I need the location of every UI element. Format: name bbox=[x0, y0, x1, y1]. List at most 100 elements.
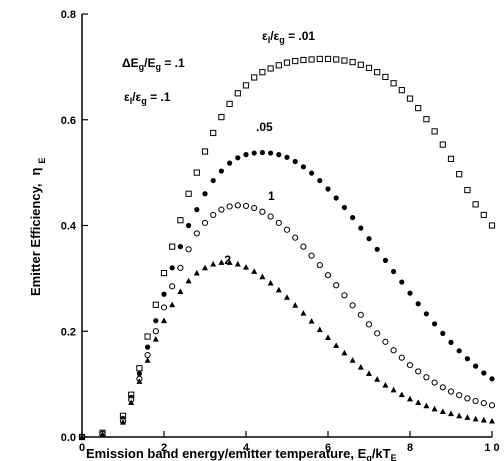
data-point bbox=[259, 149, 265, 156]
data-point bbox=[423, 116, 430, 123]
y-axis-title: Emitter Efficiency,ηE bbox=[28, 158, 47, 296]
data-point bbox=[374, 330, 381, 337]
data-point bbox=[275, 286, 282, 293]
data-point bbox=[226, 100, 233, 107]
data-point bbox=[472, 415, 479, 422]
data-point bbox=[177, 264, 184, 271]
data-point bbox=[267, 213, 274, 220]
series-layer bbox=[78, 55, 496, 441]
data-point bbox=[374, 69, 381, 76]
tick-layer: 0 2 4 6 8 1 0 0.0 0.2 0.4 0.6 0.8 bbox=[61, 9, 500, 454]
data-point bbox=[349, 59, 356, 66]
data-point bbox=[316, 55, 323, 63]
data-point bbox=[324, 55, 332, 63]
data-point bbox=[136, 370, 142, 377]
data-point bbox=[365, 64, 373, 72]
data-point bbox=[79, 433, 85, 440]
y-tick-label: 0.8 bbox=[61, 9, 76, 21]
data-point bbox=[300, 56, 307, 64]
data-point bbox=[251, 268, 258, 274]
series-0 bbox=[78, 55, 496, 441]
data-point bbox=[358, 225, 364, 231]
data-point bbox=[415, 301, 421, 307]
data-point bbox=[423, 311, 429, 317]
data-point bbox=[169, 243, 176, 250]
data-point bbox=[406, 95, 414, 102]
y-tick-label: 0.0 bbox=[61, 432, 76, 444]
data-point bbox=[300, 243, 307, 250]
data-point bbox=[406, 361, 414, 369]
data-point bbox=[464, 356, 470, 362]
data-point bbox=[423, 402, 430, 409]
data-point bbox=[365, 321, 373, 328]
data-point bbox=[316, 262, 323, 269]
data-point bbox=[226, 203, 233, 210]
data-point bbox=[283, 226, 291, 233]
data-point bbox=[177, 217, 184, 224]
data-point bbox=[472, 201, 479, 208]
data-point bbox=[440, 330, 446, 336]
data-point bbox=[243, 264, 249, 270]
data-point bbox=[480, 416, 487, 423]
data-point bbox=[415, 105, 422, 112]
data-point bbox=[391, 268, 397, 275]
data-point bbox=[218, 168, 224, 174]
data-point bbox=[481, 370, 487, 376]
data-point bbox=[251, 74, 258, 81]
series-1 bbox=[79, 149, 495, 440]
data-point bbox=[300, 164, 306, 170]
data-point bbox=[227, 160, 233, 166]
data-point bbox=[325, 186, 331, 192]
data-point bbox=[398, 87, 405, 94]
data-point bbox=[218, 114, 225, 121]
x-tick-label: 4 bbox=[243, 442, 250, 454]
data-point bbox=[473, 363, 479, 369]
data-point bbox=[161, 291, 167, 297]
data-point bbox=[439, 384, 446, 391]
data-point bbox=[390, 80, 397, 87]
data-point bbox=[308, 252, 315, 259]
data-point bbox=[366, 236, 372, 242]
data-point bbox=[136, 378, 143, 384]
data-point bbox=[152, 335, 159, 342]
data-point bbox=[464, 186, 471, 194]
data-point bbox=[357, 311, 364, 318]
data-point bbox=[480, 400, 487, 407]
annotation-top-eps: εl/εg = .01 bbox=[262, 29, 315, 45]
data-point bbox=[489, 417, 495, 424]
x-tick-label: 0 bbox=[79, 442, 85, 454]
data-point bbox=[439, 408, 446, 415]
data-point bbox=[226, 259, 233, 265]
data-point bbox=[202, 264, 208, 271]
data-point bbox=[398, 354, 405, 361]
data-point bbox=[251, 204, 258, 212]
data-point bbox=[439, 141, 446, 148]
y-tick-label: 0.2 bbox=[61, 326, 76, 338]
y-tick-label: 0.6 bbox=[61, 115, 76, 127]
data-point bbox=[218, 259, 225, 265]
data-point bbox=[357, 61, 364, 68]
x-tick-label: 6 bbox=[325, 442, 331, 454]
data-point bbox=[194, 207, 200, 213]
data-point bbox=[456, 412, 463, 419]
data-point bbox=[210, 260, 217, 267]
data-point bbox=[267, 65, 274, 72]
data-point bbox=[144, 351, 151, 359]
data-point bbox=[275, 62, 282, 69]
data-point bbox=[456, 348, 462, 354]
data-point bbox=[193, 230, 200, 237]
data-point bbox=[210, 129, 217, 137]
data-point bbox=[185, 277, 192, 284]
data-point bbox=[177, 244, 183, 250]
data-point bbox=[308, 318, 315, 324]
data-point bbox=[431, 379, 438, 386]
data-point bbox=[268, 150, 274, 156]
data-point bbox=[235, 155, 241, 161]
data-point bbox=[144, 357, 151, 363]
data-point bbox=[242, 202, 250, 210]
data-point bbox=[201, 219, 209, 226]
data-point bbox=[464, 414, 471, 420]
data-point bbox=[488, 402, 496, 409]
data-point bbox=[234, 90, 241, 97]
data-point bbox=[333, 56, 340, 63]
